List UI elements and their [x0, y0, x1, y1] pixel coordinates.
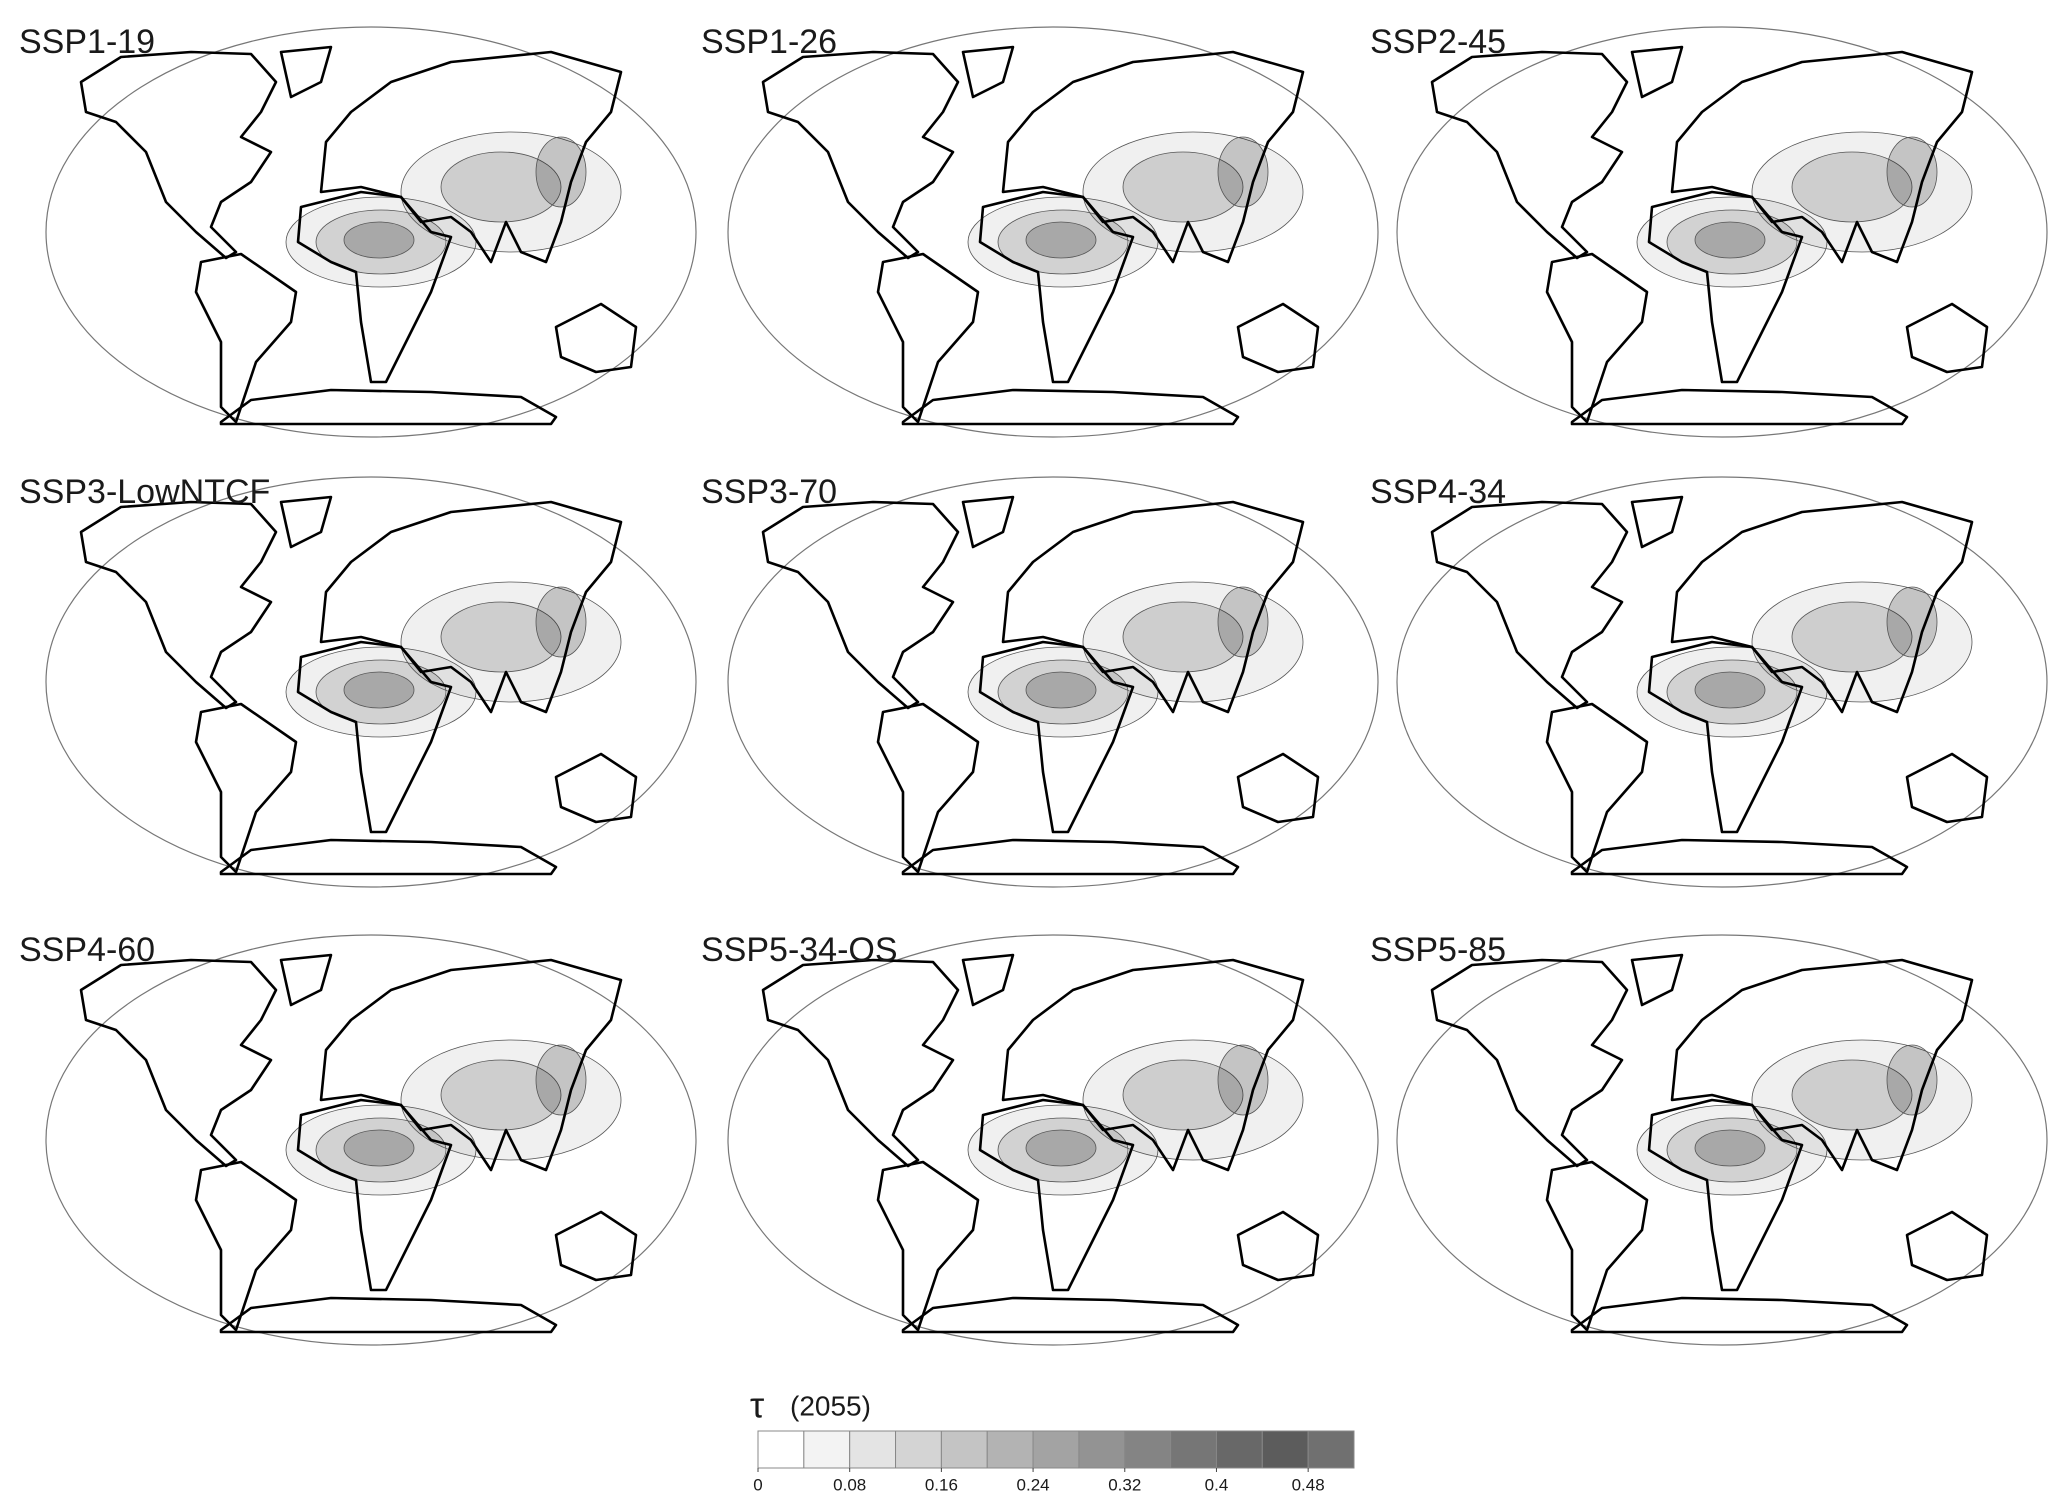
map-frame [727, 934, 1379, 1346]
colorbar-bin [940, 1430, 988, 1469]
colorbar-symbol: τ [750, 1385, 764, 1426]
panel-title: SSP5-85 [1370, 931, 1506, 969]
panel-title: SSP2-45 [1370, 23, 1506, 61]
map-panel: SSP4-60 [19, 931, 697, 1346]
colorbar-tick-label: 0.32 [1108, 1475, 1141, 1494]
colorbar-bin [1124, 1430, 1172, 1469]
map-panel: SSP1-26 [701, 23, 1379, 438]
panel-title: SSP3-LowNTCF [19, 473, 270, 511]
panel-title: SSP4-34 [1370, 473, 1506, 511]
colorbar-tick-label: 0.48 [1292, 1475, 1325, 1494]
map-frame [45, 26, 697, 438]
colorbar-bin [1307, 1430, 1355, 1469]
colorbar-bin [849, 1430, 897, 1469]
colorbar-tick-label: 0.24 [1017, 1475, 1050, 1494]
colorbar-tick-label: 0.4 [1205, 1475, 1229, 1494]
map-grid: SSP1-19 SSP1-26 SSP2-45 SSP3-LowNTCF SSP3-70… [19, 23, 2048, 1346]
map-frame [1396, 26, 2048, 438]
map-panel: SSP5-34-OS [701, 931, 1379, 1346]
map-panel: SSP2-45 [1370, 23, 2048, 438]
colorbar-tick-label: 0.16 [925, 1475, 958, 1494]
map-panel: SSP1-19 [19, 23, 697, 438]
panel-title: SSP4-60 [19, 931, 155, 969]
panel-title: SSP1-26 [701, 23, 837, 61]
map-frame [45, 476, 697, 888]
colorbar-bin [895, 1430, 942, 1469]
colorbar-bin [803, 1430, 851, 1469]
colorbar-bin [1078, 1430, 1126, 1469]
colorbar: τ (2055) 0 0.08 0.16 0.24 0.32 0.4 0.48 [750, 1385, 1355, 1494]
map-frame [727, 476, 1379, 888]
map-frame [45, 934, 697, 1346]
colorbar-label: (2055) [790, 1390, 871, 1421]
map-panel: SSP3-LowNTCF [19, 473, 697, 888]
map-panel: SSP5-85 [1370, 931, 2048, 1346]
colorbar-bin [1170, 1430, 1217, 1469]
colorbar-bin [986, 1430, 1034, 1469]
colorbar-bin [1261, 1430, 1309, 1469]
panel-title: SSP1-19 [19, 23, 155, 61]
colorbar-bin [1032, 1430, 1080, 1469]
map-frame [1396, 476, 2048, 888]
colorbar-bin [757, 1430, 805, 1469]
map-frame [727, 26, 1379, 438]
colorbar-tick-label: 0.08 [833, 1475, 866, 1494]
map-frame [1396, 934, 2048, 1346]
map-panel: SSP4-34 [1370, 473, 2048, 888]
panel-title: SSP5-34-OS [701, 931, 898, 969]
colorbar-bin [1215, 1430, 1263, 1469]
map-panel: SSP3-70 [701, 473, 1379, 888]
colorbar-tick-label: 0 [753, 1475, 762, 1494]
panel-title: SSP3-70 [701, 473, 837, 511]
